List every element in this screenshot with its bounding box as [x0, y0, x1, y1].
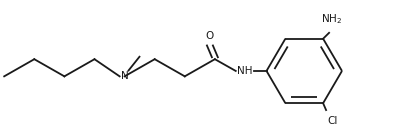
Text: N: N	[121, 71, 128, 81]
Text: NH$_2$: NH$_2$	[322, 12, 342, 26]
Text: Cl: Cl	[328, 116, 338, 126]
Text: O: O	[206, 31, 214, 41]
Text: NH: NH	[237, 66, 252, 76]
